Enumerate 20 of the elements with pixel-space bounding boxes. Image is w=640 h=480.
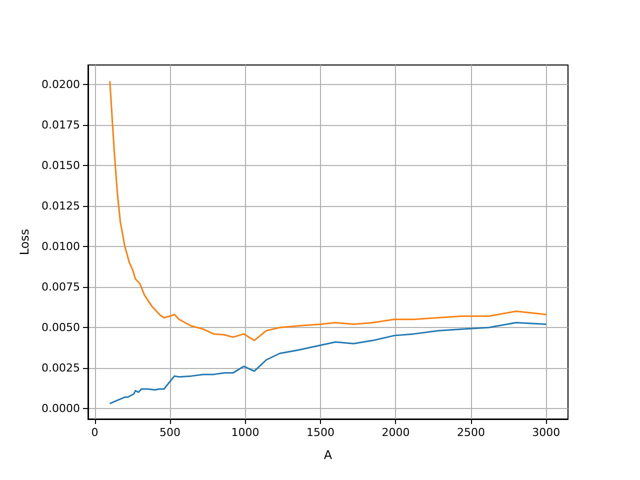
y-tick-label: 0.0100 [42,240,80,253]
x-tick-label: 500 [160,426,181,439]
y-tick-label: 0.0175 [42,118,80,132]
x-tick-label: 2000 [382,426,410,439]
x-tick-label: 3000 [532,426,560,439]
x-tick-label: 0 [91,426,98,439]
y-tick-label: 0.0075 [42,280,80,294]
line-series [109,80,547,342]
y-tick-label: 0.0125 [42,199,80,212]
x-tick-label: 1000 [231,426,260,439]
x-tick-label: 2500 [456,426,485,439]
y-tick-label: 0.0200 [42,78,80,91]
line-series [109,322,547,404]
y-tick-label: 0.0025 [42,361,80,374]
x-axis-title: A [324,448,333,462]
x-tick-label: 1500 [306,426,334,439]
y-tick-label: 0.0150 [42,158,80,172]
y-tick-label: 0.0000 [42,402,80,415]
y-axis-title: Loss [18,228,32,256]
y-tick-label: 0.0050 [42,320,80,334]
